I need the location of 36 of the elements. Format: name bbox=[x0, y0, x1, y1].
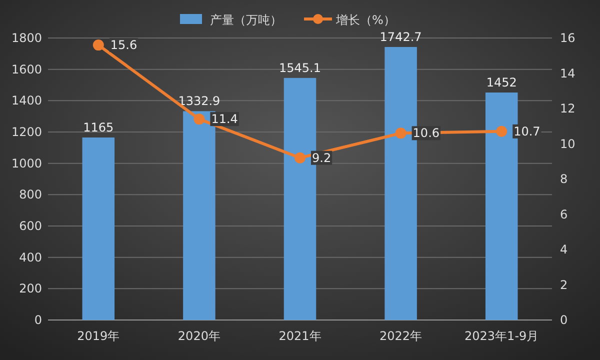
y-tick-label: 1000 bbox=[11, 156, 42, 170]
x-tick-label: 2022年 bbox=[380, 329, 422, 343]
y2-tick-label: 14 bbox=[560, 66, 576, 80]
y-tick-label: 600 bbox=[19, 219, 42, 233]
y2-tick-label: 0 bbox=[560, 313, 568, 327]
y2-tick-label: 8 bbox=[560, 172, 568, 186]
data-label: 10.7 bbox=[514, 124, 540, 138]
data-label: 1545.1 bbox=[279, 60, 321, 75]
y-tick-label: 400 bbox=[19, 250, 42, 264]
y2-tick-label: 10 bbox=[560, 136, 576, 151]
legend-label: 产量（万吨） bbox=[210, 13, 282, 27]
y2-tick-label: 2 bbox=[560, 278, 568, 292]
y-tick-label: 1800 bbox=[11, 31, 42, 45]
y2-tick-label: 6 bbox=[560, 207, 568, 222]
y2-tick-label: 12 bbox=[560, 102, 576, 116]
y-tick-label: 800 bbox=[19, 188, 42, 202]
data-label: 1165 bbox=[83, 120, 114, 134]
y-tick-label: 1600 bbox=[11, 62, 42, 76]
x-tick-label: 2020年 bbox=[178, 329, 220, 343]
y-tick-label: 0 bbox=[34, 313, 42, 327]
x-tick-label: 2019年 bbox=[77, 329, 120, 343]
data-label: 1332.9 bbox=[178, 94, 220, 108]
y-tick-label: 1200 bbox=[11, 125, 42, 139]
y-tick-label: 200 bbox=[19, 282, 42, 296]
data-label: 11.4 bbox=[211, 112, 238, 126]
x-tick-label: 2021年 bbox=[278, 329, 322, 343]
y2-tick-label: 4 bbox=[560, 242, 568, 256]
data-label: 10.6 bbox=[412, 126, 440, 140]
y-tick-label: 1400 bbox=[11, 94, 42, 108]
y2-tick-label: 16 bbox=[560, 31, 576, 45]
legend-label: 增长（%） bbox=[335, 13, 396, 27]
data-label: 1452 bbox=[486, 76, 517, 90]
data-label: 1742.7 bbox=[380, 30, 422, 44]
data-label: 9.2 bbox=[312, 150, 332, 165]
x-tick-label: 2023年1-9月 bbox=[464, 329, 539, 343]
data-label: 15.6 bbox=[110, 38, 138, 52]
